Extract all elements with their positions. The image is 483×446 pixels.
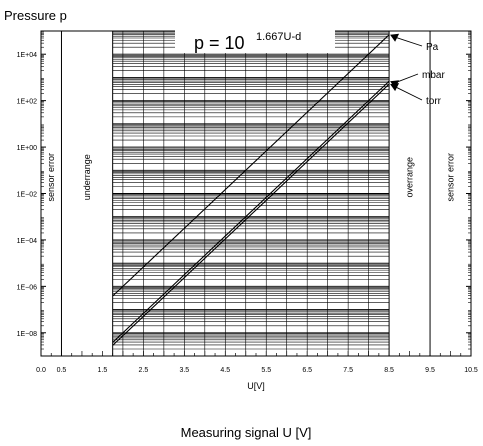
chart-caption: Measuring signal U [V] xyxy=(181,425,312,440)
label-arrow xyxy=(393,85,423,101)
y-tick-label: 1E+04 xyxy=(17,52,38,59)
range-regions: sensor error underrange overrange sensor er… xyxy=(46,31,456,356)
y-tick-label: 1E+00 xyxy=(17,145,38,152)
region-label: sensor error xyxy=(446,153,456,202)
x-tick-label: 4.5 xyxy=(220,367,230,374)
x-tick-label: 6.5 xyxy=(302,367,312,374)
y-axis-ticks: 1E+04 1E+02 1E+00 1E−02 1E−04 1E−06 1E−08 xyxy=(17,31,471,350)
x-tick-label: 1.5 xyxy=(98,367,108,374)
formula-box: p = 10 1.667U-d xyxy=(175,25,335,53)
y-tick-label: 1E−02 xyxy=(17,192,38,199)
x-tick-label: 0.5 xyxy=(57,367,67,374)
series-line-Pa xyxy=(112,34,390,297)
x-tick-label: 2.5 xyxy=(139,367,149,374)
x-tick-label: 3.5 xyxy=(179,367,189,374)
formula-base: p = 10 xyxy=(194,33,245,53)
series-line-mbar xyxy=(112,80,390,343)
y-tick-label: 1E+02 xyxy=(17,99,38,106)
region-label: overrange xyxy=(405,157,415,198)
y-tick-label: 1E−04 xyxy=(17,238,38,245)
x-tick-label: 9.5 xyxy=(425,367,435,374)
arrow-head xyxy=(390,33,400,42)
series-label-torr: torr xyxy=(426,96,442,107)
x-tick-label: 0.0 xyxy=(36,367,46,374)
series-line-torr xyxy=(112,83,390,346)
x-axis-ticks: 0.0 0.5 1.5 2.5 3.5 4.5 5.5 6.5 7.5 8.5 9.5 10.5 xyxy=(36,351,478,374)
chart-title: Pressure p xyxy=(4,8,67,23)
region-label: underrange xyxy=(82,154,92,200)
region-label: sensor error xyxy=(46,153,56,202)
y-tick-label: 1E−08 xyxy=(17,331,38,338)
series-labels: Pa mbar torr xyxy=(390,33,445,107)
x-tick-label: 10.5 xyxy=(464,367,478,374)
formula-exponent: 1.667U-d xyxy=(256,31,301,43)
log-grid xyxy=(112,31,390,357)
series-lines xyxy=(112,34,390,346)
x-tick-label: 8.5 xyxy=(384,367,394,374)
arrow-head xyxy=(390,83,400,92)
x-axis-label: U[V] xyxy=(247,381,265,391)
x-tick-label: 7.5 xyxy=(343,367,353,374)
series-label-Pa: Pa xyxy=(426,42,439,53)
series-label-mbar: mbar xyxy=(422,70,445,81)
label-arrow xyxy=(393,36,423,47)
y-tick-label: 1E−06 xyxy=(17,284,38,291)
x-tick-label: 5.5 xyxy=(261,367,271,374)
